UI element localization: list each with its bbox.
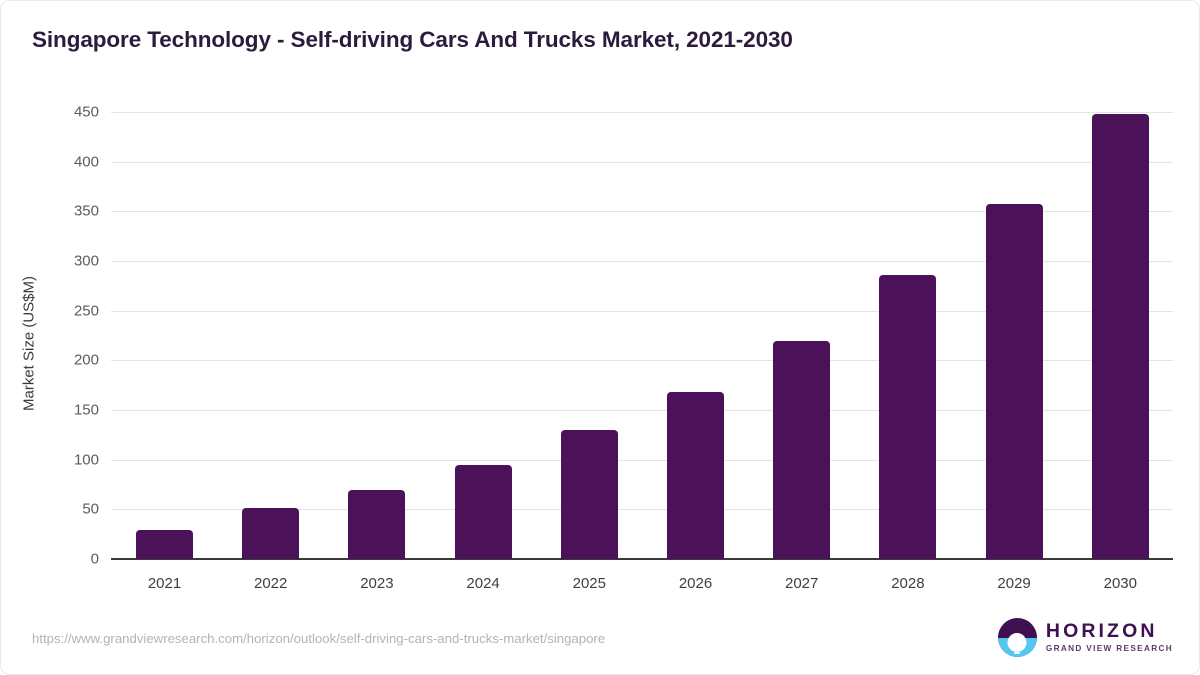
plot-area: 0 50 100 150 200 250 300 350 400 450 bbox=[74, 104, 1173, 568]
y-tick-label: 150 bbox=[73, 401, 99, 419]
gridline bbox=[111, 261, 1173, 262]
gridline bbox=[111, 112, 1173, 113]
y-tick-label: 450 bbox=[73, 103, 99, 121]
bar-2021[interactable] bbox=[136, 530, 193, 559]
x-tick-label-2024: 2024 bbox=[466, 575, 500, 592]
logo-sun-shape bbox=[1007, 632, 1027, 652]
bar-2030[interactable] bbox=[1091, 114, 1149, 559]
logo-wordmark: HORIZON GRAND VIEW RESEARCH bbox=[1045, 619, 1173, 653]
bar-2024[interactable] bbox=[454, 464, 512, 559]
gridline bbox=[111, 459, 1173, 461]
y-tick-label: 400 bbox=[73, 153, 99, 171]
logo-ray-1 bbox=[1009, 643, 1026, 646]
logo-ray-3 bbox=[1014, 651, 1021, 654]
gridline bbox=[111, 410, 1173, 411]
y-tick-label: 100 bbox=[73, 451, 99, 469]
gridline bbox=[111, 360, 1173, 362]
bar-2026[interactable] bbox=[667, 392, 724, 559]
x-axis-line bbox=[111, 558, 1173, 560]
bar-2022[interactable] bbox=[242, 508, 300, 559]
x-tick-label-2028: 2028 bbox=[891, 575, 925, 592]
source-url[interactable]: https://www.grandviewresearch.com/horizo… bbox=[32, 631, 606, 646]
x-tick-label-2021: 2021 bbox=[147, 575, 182, 592]
page-title: Singapore Technology - Self-driving Cars… bbox=[32, 27, 793, 52]
gridline bbox=[111, 161, 1173, 163]
y-tick-label: 350 bbox=[73, 202, 99, 220]
bar-2025[interactable] bbox=[560, 429, 618, 559]
y-tick-label: 200 bbox=[73, 351, 99, 369]
y-tick-label: 300 bbox=[73, 252, 99, 270]
logo-name: HORIZON bbox=[1045, 619, 1158, 642]
horizon-logo[interactable]: HORIZON GRAND VIEW RESEARCH bbox=[997, 618, 1173, 657]
gridline bbox=[111, 211, 1173, 213]
horizon-sun-circle-icon bbox=[997, 618, 1037, 657]
y-tick-label: 50 bbox=[82, 500, 99, 518]
bar-2028[interactable] bbox=[879, 274, 937, 559]
bar-series bbox=[111, 112, 1173, 559]
x-tick-label-2030: 2030 bbox=[1103, 575, 1137, 592]
x-tick-label-2029: 2029 bbox=[997, 575, 1031, 592]
x-tick-label-2022: 2022 bbox=[254, 575, 288, 592]
x-tick-label-2023: 2023 bbox=[360, 575, 394, 592]
x-tick-label-2027: 2027 bbox=[785, 575, 819, 592]
x-tick-label-2025: 2025 bbox=[572, 575, 606, 592]
gridline bbox=[111, 310, 1173, 312]
y-tick-label: 0 bbox=[90, 550, 99, 568]
logo-tagline: GRAND VIEW RESEARCH bbox=[1045, 643, 1173, 653]
x-tick-label-2026: 2026 bbox=[678, 575, 713, 592]
bar-2029[interactable] bbox=[985, 204, 1043, 559]
bar-2027[interactable] bbox=[773, 341, 831, 559]
y-tick-label: 250 bbox=[73, 302, 99, 320]
logo-ray-2 bbox=[1011, 647, 1023, 650]
gridline bbox=[111, 509, 1173, 511]
bar-2023[interactable] bbox=[348, 490, 406, 559]
